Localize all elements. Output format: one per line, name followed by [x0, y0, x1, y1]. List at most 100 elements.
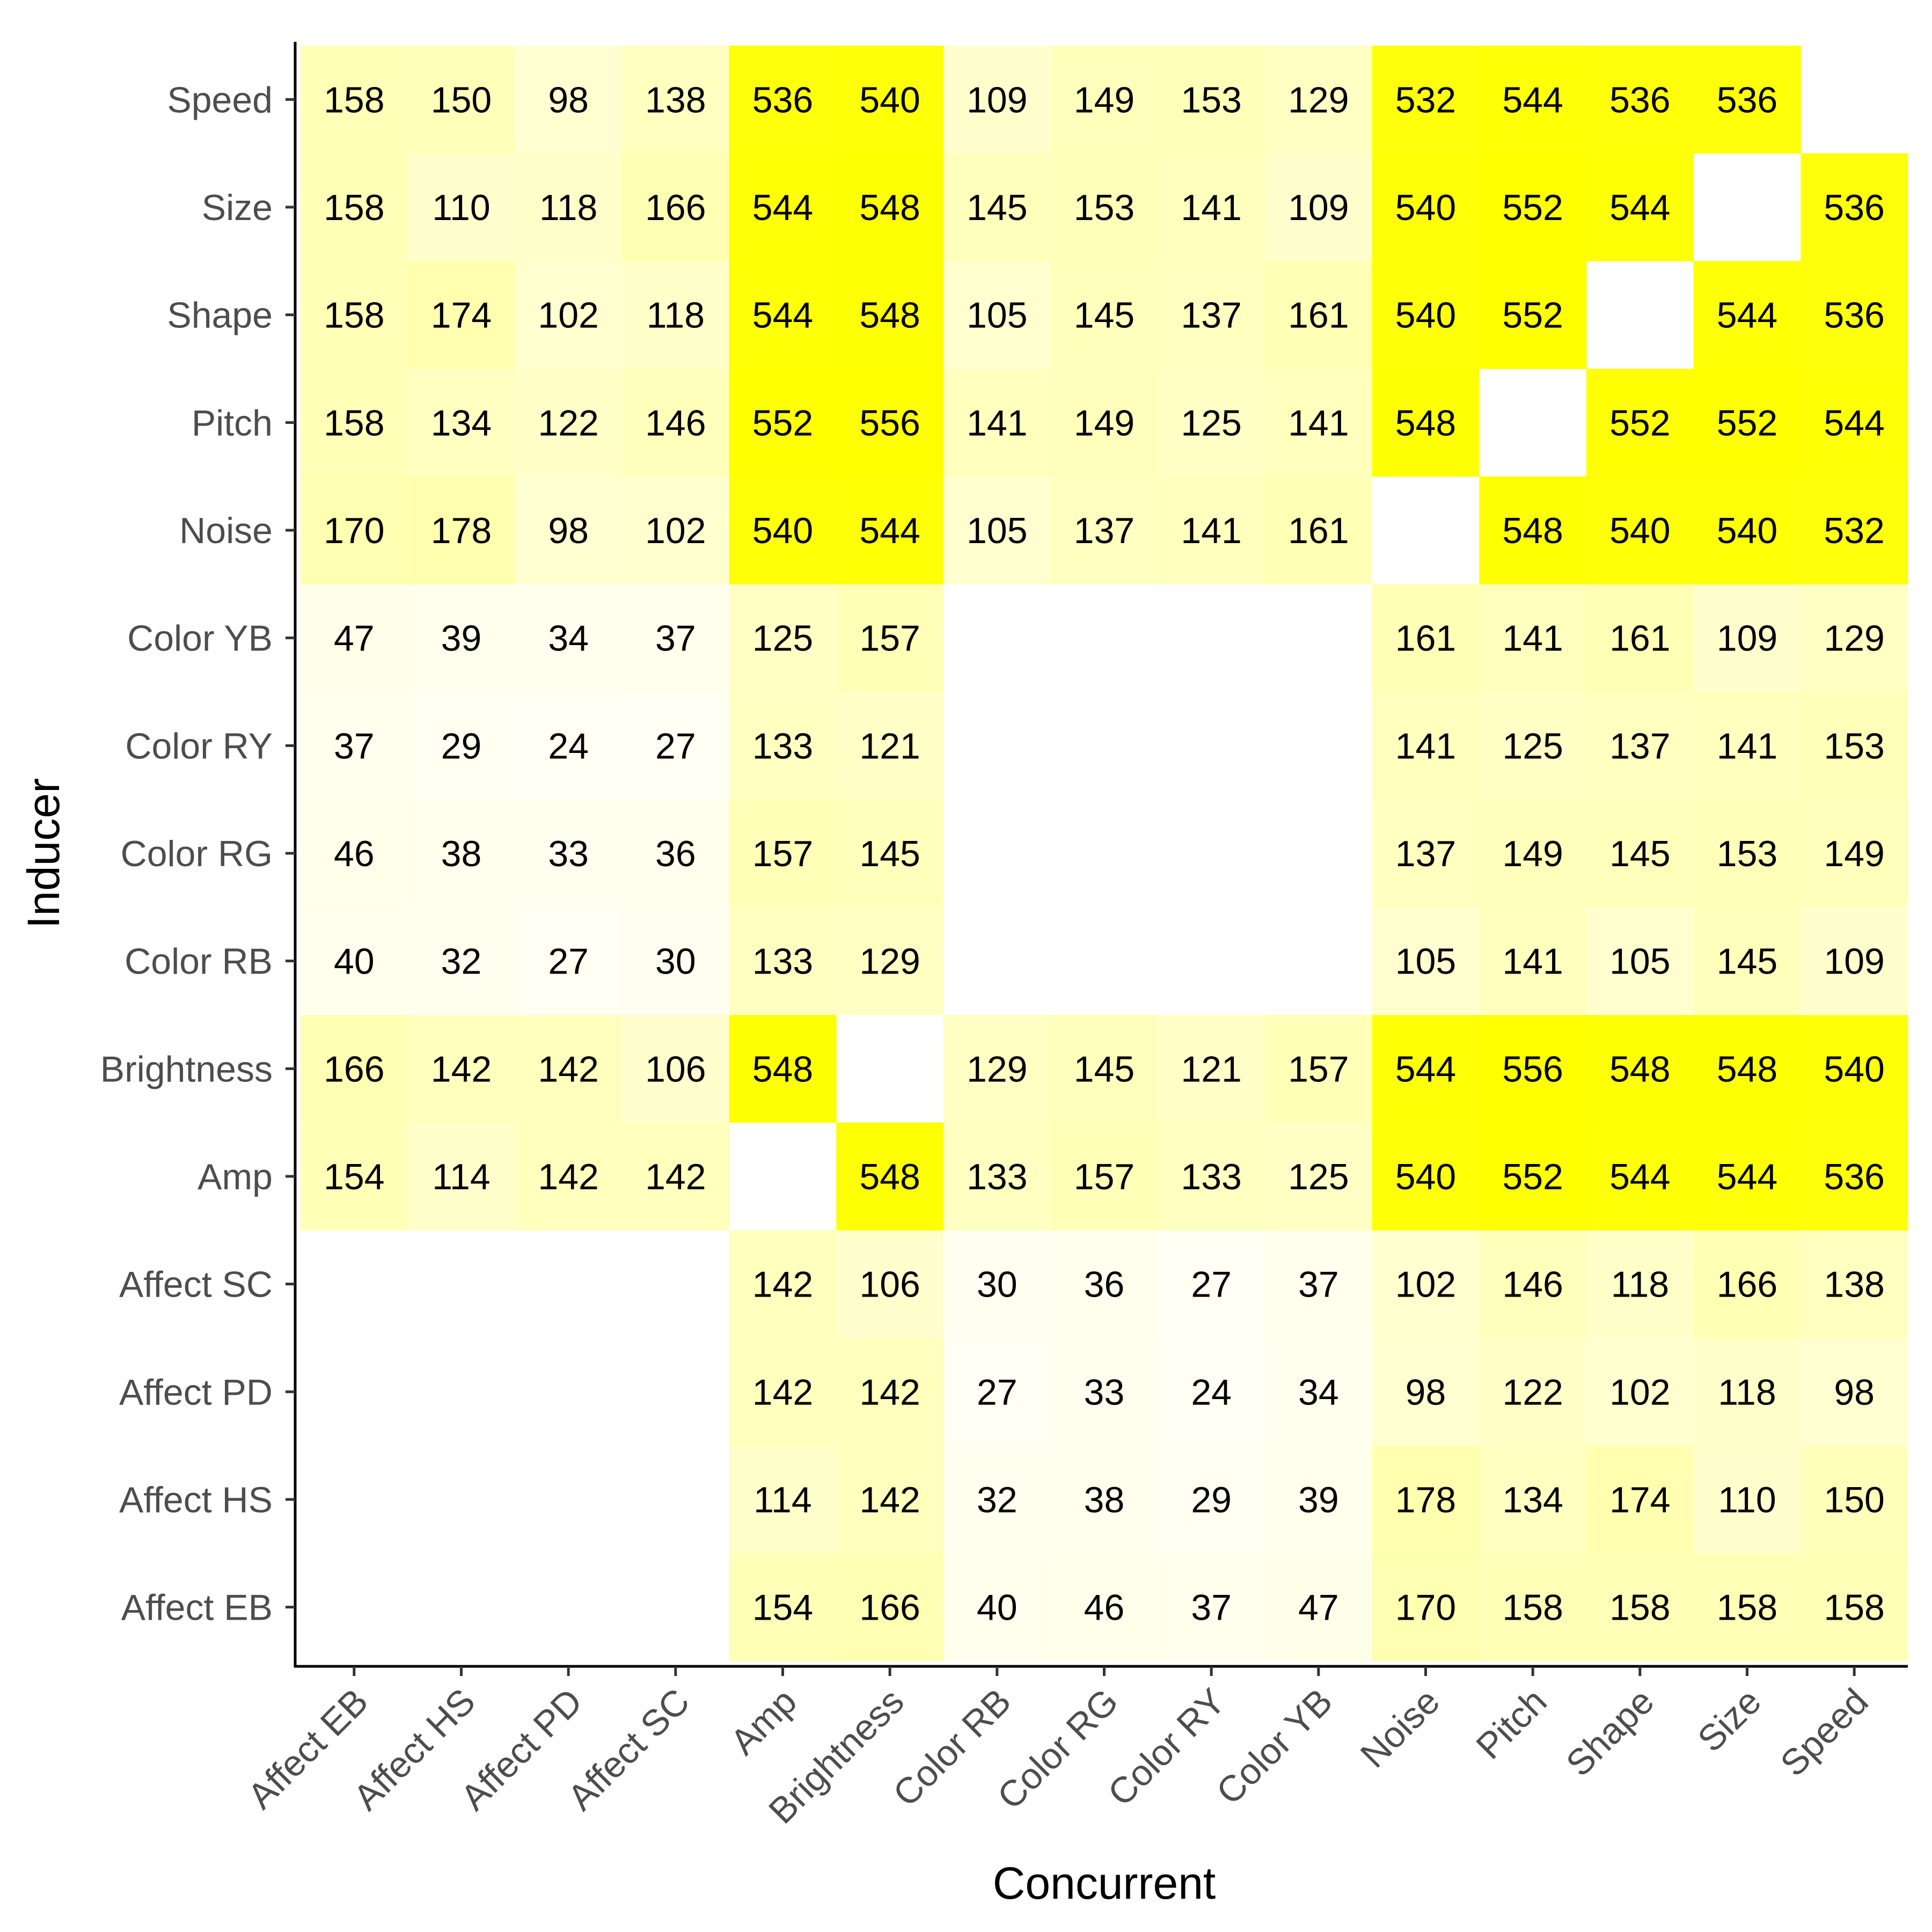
heatmap-cell — [622, 369, 730, 477]
cell-value-label: 36 — [655, 833, 696, 874]
cell-value-label: 137 — [1609, 726, 1670, 766]
cell-value-label: 150 — [1824, 1480, 1884, 1520]
cell-value-label: 118 — [647, 295, 705, 336]
cell-value-label: 145 — [1074, 295, 1135, 336]
cell-value-label: 158 — [324, 79, 384, 120]
heatmap-cell — [1801, 907, 1908, 1015]
heatmap-cell — [1265, 1122, 1373, 1231]
cell-value-label: 170 — [1395, 1587, 1456, 1628]
cell-value-label: 24 — [548, 726, 589, 766]
cell-value-label: 47 — [1298, 1587, 1339, 1628]
heatmap-cell — [836, 261, 944, 369]
heatmap-cell — [1693, 1445, 1801, 1554]
heatmap-cell — [1372, 692, 1480, 800]
heatmap-cell — [1801, 153, 1908, 261]
heatmap-cell — [836, 1338, 944, 1446]
cell-value-label: 548 — [1395, 402, 1456, 443]
cell-value-label: 122 — [538, 402, 598, 443]
heatmap-cell — [729, 584, 837, 692]
cell-value-label: 178 — [1395, 1480, 1456, 1520]
heatmap-cell — [729, 692, 837, 800]
cell-value-label: 157 — [752, 833, 813, 874]
heatmap-cell — [301, 692, 408, 800]
heatmap-cell — [301, 799, 408, 908]
heatmap-cell — [1265, 1445, 1373, 1554]
cell-value-label: 149 — [1502, 833, 1563, 874]
cell-value-label: 544 — [752, 295, 813, 336]
heatmap-cell — [836, 1445, 944, 1554]
heatmap-cell — [1479, 1338, 1587, 1446]
heatmap-cell — [836, 1122, 944, 1231]
heatmap-cell — [729, 369, 837, 477]
x-tick-label: Color RY — [1100, 1681, 1233, 1814]
heatmap-cell — [301, 46, 408, 154]
cell-value-label: 122 — [1502, 1372, 1563, 1413]
x-tick-label: Speed — [1773, 1681, 1876, 1784]
cell-value-label: 46 — [334, 833, 375, 874]
cell-value-label: 98 — [548, 79, 589, 120]
heatmap-cell — [1050, 1015, 1158, 1123]
heatmap-cell — [1586, 1015, 1694, 1123]
heatmap-cell — [1586, 907, 1694, 1015]
cell-value-label: 125 — [1181, 402, 1241, 443]
cell-value-label: 30 — [977, 1264, 1018, 1305]
cell-value-label: 540 — [1395, 1157, 1456, 1197]
heatmap-cell — [301, 369, 408, 477]
heatmap-cell — [301, 1015, 408, 1123]
heatmap-cell — [729, 153, 837, 261]
heatmap-cell — [1050, 153, 1158, 261]
cell-value-label: 536 — [1717, 79, 1777, 120]
heatmap-cell — [1586, 692, 1694, 800]
cell-value-label: 174 — [431, 295, 492, 336]
cell-value-label: 102 — [1395, 1264, 1456, 1305]
heatmap-cell — [1801, 799, 1908, 908]
cell-value-label: 142 — [859, 1372, 920, 1413]
heatmap-cell — [1372, 907, 1480, 1015]
cell-value-label: 548 — [859, 1157, 920, 1197]
cell-value-label: 37 — [655, 618, 696, 659]
cell-value-label: 161 — [1395, 618, 1456, 659]
heatmap-cell — [1158, 369, 1265, 477]
x-tick-label: Size — [1690, 1681, 1769, 1760]
heatmap-cell — [836, 799, 944, 908]
cell-value-label: 178 — [431, 510, 492, 551]
cell-value-label: 102 — [1609, 1372, 1670, 1413]
cell-value-label: 114 — [432, 1157, 490, 1197]
heatmap-cell — [515, 476, 623, 584]
cell-value-label: 548 — [1609, 1049, 1670, 1089]
heatmap-cell — [1586, 1338, 1694, 1446]
y-tick-label: Color RY — [125, 726, 273, 766]
heatmap-cell — [407, 46, 515, 154]
heatmap-cell — [836, 369, 944, 477]
cell-value-label: 46 — [1084, 1587, 1125, 1628]
cell-value-label: 552 — [1502, 1157, 1563, 1197]
heatmap-cell — [1158, 476, 1265, 584]
cell-value-label: 154 — [752, 1587, 813, 1628]
cell-value-label: 114 — [753, 1480, 811, 1520]
heatmap-cell — [1050, 46, 1158, 154]
heatmap-cell — [836, 907, 944, 1015]
x-axis-title: Concurrent — [993, 1858, 1216, 1908]
heatmap-cell — [1372, 1122, 1480, 1231]
y-tick-label: Brightness — [100, 1049, 273, 1089]
cell-value-label: 142 — [645, 1157, 706, 1197]
heatmap-cell — [1693, 46, 1801, 154]
y-tick-label: Speed — [167, 79, 273, 120]
cell-value-label: 98 — [548, 510, 589, 551]
heatmap-cell — [836, 46, 944, 154]
heatmap-cell — [729, 799, 837, 908]
cell-value-label: 536 — [752, 79, 813, 120]
cell-value-label: 121 — [1181, 1049, 1241, 1089]
cell-value-label: 118 — [1718, 1372, 1776, 1413]
heatmap-cell — [1372, 584, 1480, 692]
heatmap-cell — [1479, 1015, 1587, 1123]
heatmap-cell — [622, 907, 730, 1015]
cell-value-label: 32 — [441, 941, 482, 982]
heatmap-cell — [1693, 907, 1801, 1015]
cell-value-label: 544 — [752, 187, 813, 228]
heatmap-cell — [407, 799, 515, 908]
heatmap-cell — [301, 476, 408, 584]
cell-value-label: 146 — [645, 402, 706, 443]
cell-value-label: 532 — [1395, 79, 1456, 120]
cell-value-label: 142 — [752, 1264, 813, 1305]
